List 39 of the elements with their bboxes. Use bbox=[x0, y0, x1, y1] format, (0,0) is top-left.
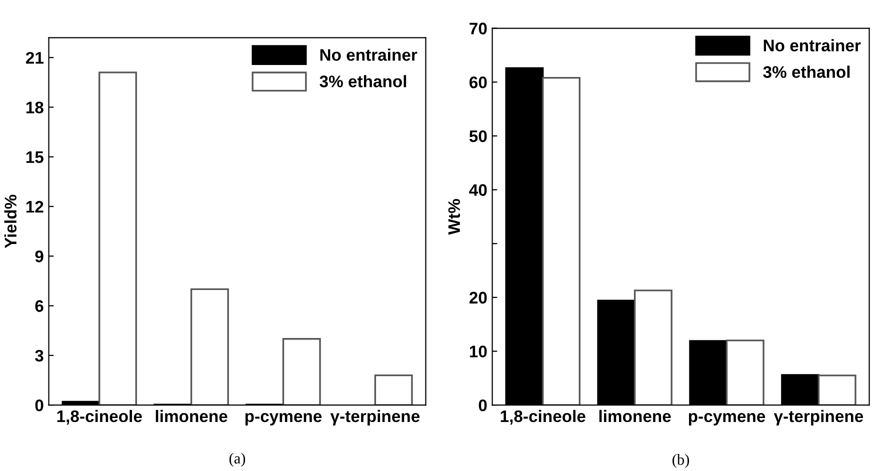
x-tick-label: 1,8-cineole bbox=[500, 410, 586, 425]
bar bbox=[634, 290, 672, 406]
bar bbox=[542, 76, 580, 406]
y-tick-label: 15 bbox=[26, 151, 44, 164]
y-tick-label: 20 bbox=[469, 292, 487, 304]
x-tick-label: p-cymene bbox=[688, 413, 766, 426]
text: (a) bbox=[229, 452, 246, 467]
y-tick-label: 9 bbox=[35, 250, 44, 262]
bar bbox=[726, 340, 764, 406]
y-tick-label: 12 bbox=[26, 200, 44, 213]
y-tick-label: 0 bbox=[478, 399, 487, 412]
y-tick-label: 3 bbox=[35, 350, 44, 362]
x-tick-label: γ-terpinene bbox=[330, 410, 420, 426]
legend-label: 3% ethanol bbox=[763, 66, 850, 78]
y-tick-label: 21 bbox=[26, 52, 44, 64]
y-axis-title: Yield% bbox=[4, 194, 17, 248]
y-tick-label: 6 bbox=[35, 300, 44, 312]
y-tick-label: 10 bbox=[470, 346, 487, 358]
y-axis-title: Wt% bbox=[448, 199, 460, 235]
legend-label: No entrainer bbox=[320, 48, 418, 61]
x-tick-label: 1,8-cineole bbox=[57, 410, 142, 425]
bar bbox=[374, 374, 413, 406]
y-tick-label: 70 bbox=[470, 22, 487, 34]
y-tick-label: 40 bbox=[469, 184, 487, 196]
y-tick-label: 50 bbox=[469, 130, 487, 142]
y-tick-label: 18 bbox=[26, 102, 44, 114]
legend-label: No entrainer bbox=[764, 39, 861, 52]
x-tick-label: γ-terpinene bbox=[774, 410, 864, 426]
text: (b) bbox=[672, 454, 690, 468]
x-tick-label: p-cymene bbox=[245, 413, 322, 426]
bar bbox=[282, 338, 321, 406]
x-tick-label: limonene bbox=[156, 410, 228, 422]
bar bbox=[818, 374, 856, 406]
bar bbox=[190, 288, 229, 406]
y-tick-label: 60 bbox=[469, 76, 487, 88]
legend-label: 3% ethanol bbox=[320, 75, 406, 88]
bar bbox=[98, 72, 137, 406]
x-tick-label: limonene bbox=[599, 410, 671, 422]
y-tick-label: 0 bbox=[35, 399, 44, 412]
